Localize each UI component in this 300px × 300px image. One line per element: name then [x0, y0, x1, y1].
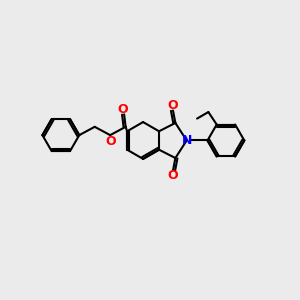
Text: O: O: [168, 99, 178, 112]
Text: N: N: [182, 134, 192, 147]
Text: O: O: [106, 135, 116, 148]
Text: O: O: [117, 103, 128, 116]
Text: O: O: [168, 169, 178, 182]
